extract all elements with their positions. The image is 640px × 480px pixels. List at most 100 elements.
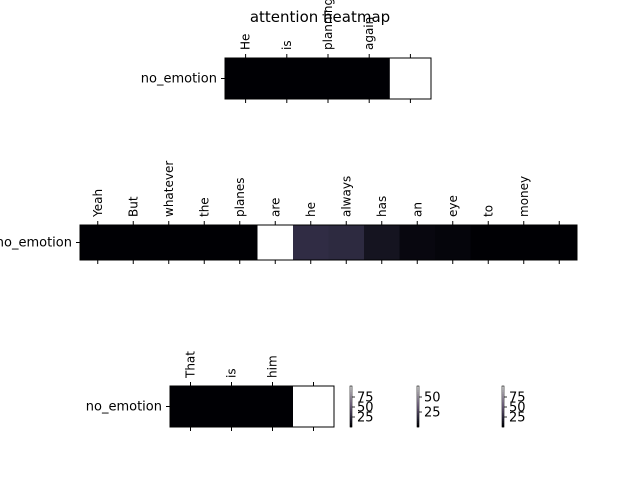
x-tick-label: him: [266, 355, 280, 378]
colorbar-segment: [350, 408, 352, 411]
colorbar-segment: [350, 404, 352, 407]
heatmap-cell: [293, 225, 329, 260]
colorbar-segment: [350, 418, 352, 422]
heatmap-cell: [151, 225, 187, 260]
colorbar-segment: [502, 408, 504, 411]
colorbar-segment: [502, 390, 504, 393]
colorbar-frame: [416, 385, 420, 428]
colorbar-segment: [350, 410, 352, 413]
colorbar-segment: [502, 402, 504, 405]
colorbar-segment: [417, 398, 419, 401]
colorbar-segment: [350, 398, 352, 401]
colorbar-tick-label: 50: [509, 401, 526, 416]
colorbar-segment: [417, 422, 419, 426]
colorbar-segment: [417, 396, 419, 399]
colorbar-segment: [417, 414, 419, 418]
x-tick-label: he: [304, 202, 318, 217]
heatmap-cell: [364, 225, 400, 260]
colorbar-segment: [417, 400, 419, 403]
heatmap-cell: [170, 386, 212, 427]
x-tick-label: always: [339, 176, 353, 217]
colorbar-segment: [350, 400, 352, 403]
colorbar-segment: [350, 416, 352, 420]
colorbar-segment: [417, 390, 419, 393]
x-tick-label: is: [225, 368, 239, 378]
colorbar-segment: [502, 404, 504, 407]
x-tick-label: the: [197, 197, 211, 217]
colorbar-tick-label: 50: [357, 401, 374, 416]
heatmap-cell: [115, 225, 152, 260]
colorbar-segment: [350, 420, 352, 424]
heatmap-cell: [293, 386, 335, 427]
colorbar-segment: [502, 398, 504, 401]
colorbar-segment: [502, 410, 504, 413]
heatmap-1: He is planning again no_emotion: [141, 0, 432, 103]
x-tick-label: is: [280, 40, 294, 50]
heatmap-2: Yeah But whatever the planes are he always has an…: [0, 161, 578, 264]
heatmap-cell: [307, 58, 349, 99]
x-tick-label: planning: [321, 0, 335, 50]
colorbar-segment: [350, 412, 352, 415]
colorbar-segment: [502, 396, 504, 399]
x-tick-label: to: [481, 205, 495, 217]
x-tick-label: money: [517, 176, 531, 217]
colorbar-segment: [350, 414, 352, 418]
x-tick-label: eye: [446, 195, 460, 217]
x-tick-label: That: [184, 351, 198, 379]
heatmap-cell: [252, 386, 294, 427]
colorbar-segment: [502, 420, 504, 424]
x-tick-label: But: [126, 196, 140, 217]
colorbar-segment: [350, 424, 352, 428]
colorbar-segment: [502, 412, 504, 415]
colorbar-tick-label: 75: [509, 391, 526, 406]
colorbar-segment: [417, 386, 419, 389]
colorbar-segment: [417, 394, 419, 397]
colorbar-tick-label: 25: [424, 406, 441, 421]
colorbar-segment: [417, 416, 419, 420]
heatmap-3: That is him no_emotion: [86, 351, 335, 431]
colorbar-segment: [417, 402, 419, 405]
colorbar-segment: [417, 404, 419, 407]
heatmap-cell: [266, 58, 308, 99]
colorbar-frame: [501, 385, 505, 428]
heatmap-cell: [470, 225, 507, 260]
colorbar-segment: [502, 422, 504, 426]
colorbar-segment: [417, 408, 419, 411]
colorbar-tick-label: 50: [424, 391, 441, 406]
heatmaps-group: He is planning again no_emotion Yeah But whatev…: [0, 0, 578, 431]
heatmap-cell: [541, 225, 578, 260]
colorbar-segment: [350, 388, 352, 391]
colorbar-segment: [417, 392, 419, 395]
colorbar-segment: [350, 390, 352, 393]
x-tick-label: whatever: [162, 161, 176, 217]
colorbar-segment: [350, 422, 352, 426]
colorbar-segment: [502, 414, 504, 418]
heatmap-cell: [186, 225, 223, 260]
heatmap-cell: [222, 225, 258, 260]
colorbar-segment: [417, 412, 419, 415]
colorbar-segment: [350, 402, 352, 405]
colorbar-segment: [417, 410, 419, 413]
heatmap-cell: [389, 58, 432, 99]
x-tick-label: has: [375, 196, 389, 217]
row-label: no_emotion: [86, 400, 162, 415]
colorbar-segment: [350, 406, 352, 409]
heatmap-cell: [435, 225, 471, 260]
x-tick-label: an: [410, 202, 424, 217]
row-label: no_emotion: [141, 72, 217, 87]
colorbar-segment: [417, 424, 419, 428]
colorbar-segment: [502, 418, 504, 422]
colorbar-segment: [350, 396, 352, 399]
heatmap-cell: [348, 58, 391, 99]
colorbar-segment: [502, 400, 504, 403]
colorbar-segment: [502, 394, 504, 397]
x-tick-label: are: [268, 198, 282, 217]
colorbar-segment: [350, 392, 352, 395]
colorbar-tick-label: 25: [357, 411, 374, 426]
colorbar-segment: [417, 406, 419, 409]
heatmap-cell: [80, 225, 116, 260]
